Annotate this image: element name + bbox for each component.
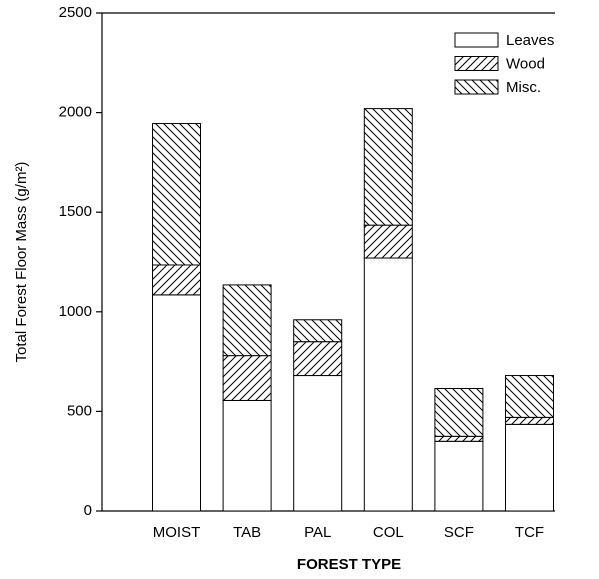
y-tick-label: 0 (84, 502, 92, 519)
legend-swatch (454, 32, 499, 48)
bar-segment (222, 355, 272, 401)
bar-segment (505, 375, 554, 418)
y-tick-label: 2000 (59, 104, 92, 121)
x-tick-label: MOIST (153, 524, 201, 541)
bar-segment (363, 257, 413, 512)
bar-segment (434, 440, 484, 512)
bar-segment (363, 108, 413, 226)
bar-segment (222, 284, 272, 357)
bar-segment (152, 294, 201, 512)
bar-segment (293, 341, 343, 377)
bar-segment (222, 399, 272, 512)
bar-segment (293, 375, 343, 512)
x-tick-label: PAL (304, 524, 331, 541)
y-tick-label: 500 (67, 402, 92, 419)
y-tick-label: 1500 (59, 203, 92, 220)
x-tick-label: TAB (233, 524, 261, 541)
x-axis-label: FOREST TYPE (297, 556, 401, 573)
bar-segment (434, 435, 484, 442)
y-tick-label: 1000 (59, 303, 92, 320)
bar-segment (363, 224, 413, 259)
x-tick-label: TCF (515, 524, 544, 541)
legend-swatch (454, 56, 499, 71)
legend-label: Leaves (506, 32, 554, 49)
bar-segment (152, 264, 201, 296)
legend-label: Misc. (506, 79, 541, 96)
bar-segment (505, 416, 554, 425)
x-tick-label: COL (373, 524, 404, 541)
legend-label: Wood (506, 55, 545, 72)
x-tick-label: SCF (444, 524, 474, 541)
bar-segment (505, 423, 554, 512)
y-tick-label: 2500 (59, 4, 92, 21)
bar-segment (434, 387, 484, 437)
legend-swatch (454, 79, 499, 95)
bar-segment (293, 319, 343, 343)
y-axis-label: Total Forest Floor Mass (g/m²) (13, 162, 30, 363)
bar-segment (152, 123, 201, 266)
